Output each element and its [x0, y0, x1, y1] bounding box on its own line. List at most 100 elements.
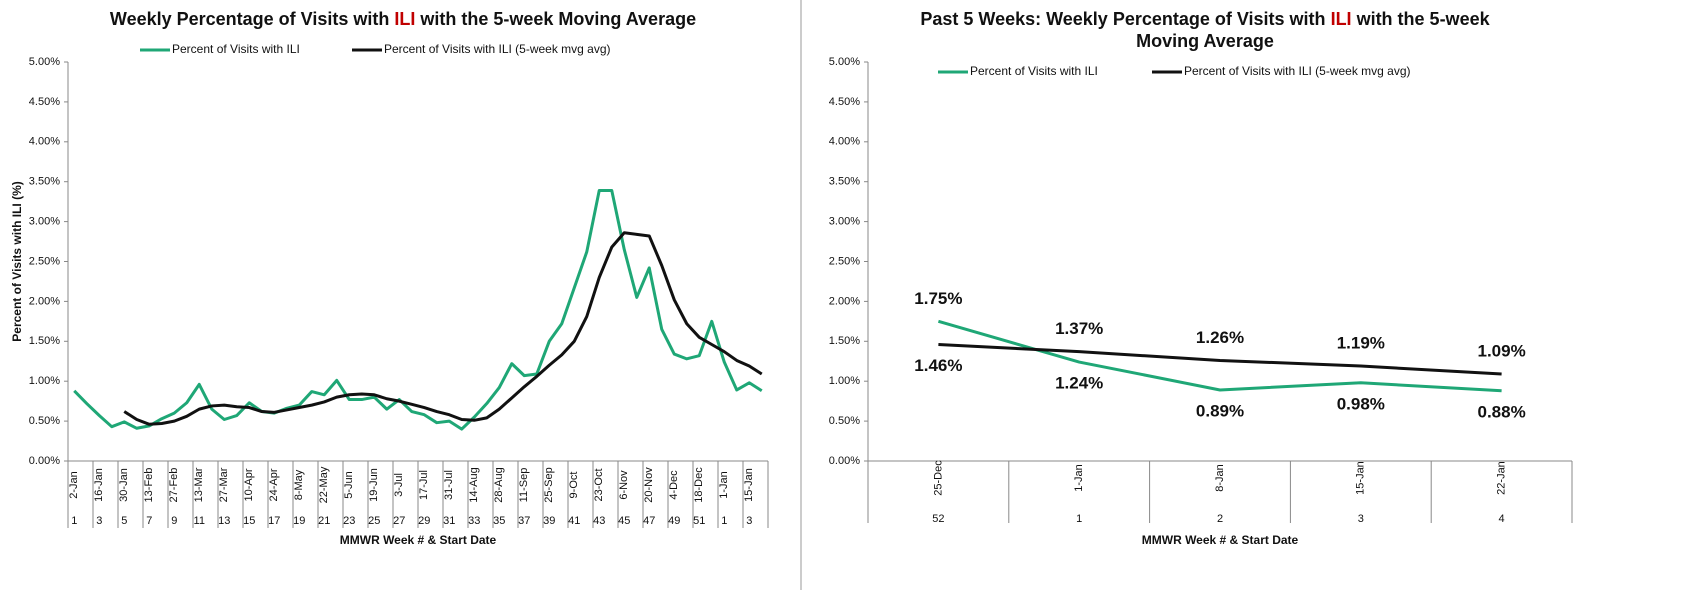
data-label: 0.98%	[1337, 394, 1385, 413]
week-number: 37	[518, 515, 530, 527]
week-number: 33	[468, 515, 480, 527]
data-label: 1.46%	[914, 356, 962, 375]
week-number: 9	[171, 515, 177, 527]
y-tick-label: 3.00%	[829, 216, 860, 228]
y-tick-label: 1.50%	[29, 335, 60, 347]
x-tick-label: 20-Nov	[643, 467, 655, 503]
x-tick-label: 28-Aug	[493, 467, 505, 502]
week-number: 4	[1499, 513, 1505, 525]
y-tick-label: 1.00%	[829, 375, 860, 387]
title-part: Moving Average	[1136, 31, 1274, 51]
y-tick-label: 4.00%	[829, 136, 860, 148]
y-tick-label: 4.50%	[829, 96, 860, 108]
x-tick-label: 23-Oct	[593, 468, 605, 501]
week-number: 45	[618, 515, 630, 527]
data-label: 1.75%	[914, 289, 962, 308]
y-tick-label: 0.00%	[29, 455, 60, 467]
week-number: 27	[393, 515, 405, 527]
chart-title: Weekly Percentage of Visits with ILI wit…	[110, 9, 696, 29]
series-line	[73, 188, 763, 431]
week-number: 47	[643, 515, 655, 527]
week-number: 1	[71, 515, 77, 527]
title-part: Weekly Percentage of Visits with	[110, 9, 394, 29]
week-number: 49	[668, 515, 680, 527]
week-number: 1	[721, 515, 727, 527]
x-tick-label: 4-Dec	[668, 470, 680, 500]
x-tick-label: 22-Jan	[1496, 461, 1508, 495]
y-tick-label: 0.50%	[29, 415, 60, 427]
x-tick-label: 13-Feb	[143, 468, 155, 503]
data-label: 1.19%	[1337, 334, 1385, 353]
week-number: 3	[1358, 513, 1364, 525]
title-part: ILI	[1331, 9, 1352, 29]
week-number: 3	[96, 515, 102, 527]
x-tick-label: 11-Sep	[518, 468, 530, 503]
x-tick-label: 6-Nov	[618, 470, 630, 500]
x-tick-label: 24-Apr	[268, 468, 280, 501]
x-tick-label: 13-Mar	[193, 467, 205, 502]
y-axis-label: Percent of Visits with ILI (%)	[10, 181, 24, 341]
y-tick-label: 5.00%	[29, 56, 60, 68]
week-number: 51	[693, 515, 705, 527]
y-tick-label: 0.50%	[829, 415, 860, 427]
x-tick-label: 30-Jan	[118, 468, 130, 502]
x-axis-label: MMWR Week # & Start Date	[340, 533, 497, 547]
x-tick-label: 27-Feb	[168, 468, 180, 503]
week-number: 2	[1217, 513, 1223, 525]
data-label: 0.88%	[1477, 402, 1525, 421]
chart-title: Past 5 Weeks: Weekly Percentage of Visit…	[920, 9, 1490, 29]
week-number: 31	[443, 515, 455, 527]
x-tick-label: 15-Jan	[743, 468, 755, 502]
x-tick-label: 25-Sep	[543, 467, 555, 502]
data-label: 0.89%	[1196, 401, 1244, 420]
y-tick-label: 2.50%	[29, 255, 60, 267]
x-tick-label: 8-May	[293, 469, 305, 500]
data-label: 1.24%	[1055, 374, 1103, 393]
week-number: 19	[293, 515, 305, 527]
week-number: 52	[932, 513, 944, 525]
y-tick-label: 2.50%	[829, 255, 860, 267]
legend-label: Percent of Visits with ILI	[970, 64, 1098, 78]
x-tick-label: 1-Jan	[718, 471, 730, 499]
week-number: 7	[146, 515, 152, 527]
x-tick-label: 31-Jul	[443, 470, 455, 500]
week-number: 21	[318, 515, 330, 527]
week-number: 17	[268, 515, 280, 527]
title-part: ILI	[394, 9, 415, 29]
week-number: 43	[593, 515, 605, 527]
x-tick-label: 8-Jan	[1214, 464, 1226, 492]
chart-title: Moving Average	[1136, 31, 1274, 51]
y-tick-label: 2.00%	[29, 295, 60, 307]
series-line	[938, 342, 1502, 376]
data-label: 1.37%	[1055, 319, 1103, 338]
x-axis-label: MMWR Week # & Start Date	[1142, 533, 1299, 547]
x-tick-label: 2-Jan	[68, 471, 80, 499]
legend-label: Percent of Visits with ILI (5-week mvg a…	[1184, 64, 1411, 78]
legend-label: Percent of Visits with ILI (5-week mvg a…	[384, 42, 611, 56]
week-number: 25	[368, 515, 380, 527]
week-number: 23	[343, 515, 355, 527]
y-tick-label: 4.50%	[29, 96, 60, 108]
week-number: 3	[746, 515, 752, 527]
x-tick-label: 25-Dec	[932, 460, 944, 496]
x-tick-label: 15-Jan	[1355, 461, 1367, 495]
x-tick-label: 10-Apr	[243, 468, 255, 501]
week-number: 11	[194, 515, 205, 527]
x-tick-label: 27-Mar	[218, 467, 230, 502]
x-tick-label: 16-Jan	[93, 468, 105, 502]
week-number: 5	[121, 515, 127, 527]
x-tick-label: 9-Oct	[568, 472, 580, 499]
x-tick-label: 18-Dec	[693, 467, 705, 503]
y-tick-label: 2.00%	[829, 295, 860, 307]
x-tick-label: 22-May	[318, 466, 330, 503]
data-label: 1.26%	[1196, 328, 1244, 347]
title-part: with the 5-week Moving Average	[415, 9, 696, 29]
title-part: with the 5-week	[1352, 9, 1491, 29]
legend-label: Percent of Visits with ILI	[172, 42, 300, 56]
x-tick-label: 14-Aug	[468, 467, 480, 502]
y-tick-label: 4.00%	[29, 136, 60, 148]
week-number: 35	[493, 515, 505, 527]
y-tick-label: 5.00%	[829, 56, 860, 68]
title-part: Past 5 Weeks: Weekly Percentage of Visit…	[920, 9, 1330, 29]
x-tick-label: 17-Jul	[418, 470, 430, 500]
